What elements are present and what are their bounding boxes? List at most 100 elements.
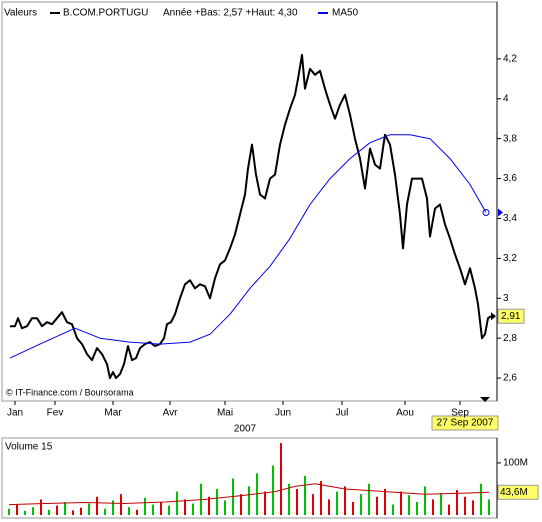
volume-bar bbox=[216, 488, 218, 515]
volume-bar bbox=[48, 509, 50, 515]
volume-bar bbox=[160, 501, 162, 515]
volume-bar bbox=[64, 501, 66, 515]
volume-bar bbox=[304, 475, 306, 515]
volume-bar bbox=[120, 494, 122, 515]
volume-bar bbox=[288, 483, 290, 515]
volume-bar bbox=[328, 499, 330, 515]
volume-bar bbox=[72, 510, 74, 515]
volume-bar bbox=[128, 507, 130, 515]
volume-bar bbox=[32, 507, 34, 515]
volume-bar bbox=[104, 508, 106, 515]
x-axis-label: 2007 bbox=[234, 424, 257, 435]
volume-bar bbox=[144, 497, 146, 515]
scroll-arrow bbox=[480, 397, 490, 402]
y-tick-label: 3,2 bbox=[503, 253, 517, 264]
volume-bar bbox=[480, 483, 482, 515]
volume-bar bbox=[112, 500, 114, 515]
volume-end-label: 43,6M bbox=[500, 487, 528, 498]
volume-bar bbox=[352, 501, 354, 515]
ma-end-arrow bbox=[498, 208, 503, 217]
x-tick-label: Mai bbox=[217, 408, 233, 419]
y-tick-label: 4,2 bbox=[503, 54, 517, 65]
volume-bar bbox=[80, 507, 82, 515]
volume-bar bbox=[456, 490, 458, 515]
y-tick-label: 2,8 bbox=[503, 333, 517, 344]
watermark: © IT-Finance.com / Boursorama bbox=[6, 387, 134, 397]
subtitle: Année +Bas: 2,57 +Haut: 4,30 bbox=[163, 8, 298, 19]
price-end-label: 2,91 bbox=[501, 311, 521, 322]
y-tick-label: 3,8 bbox=[503, 133, 517, 144]
y-tick-label: 2,6 bbox=[503, 373, 517, 384]
y-tick-label: 100M bbox=[503, 458, 528, 469]
date-label: 27 Sep 2007 bbox=[437, 418, 494, 429]
x-tick-label: Jan bbox=[7, 408, 23, 419]
x-tick-label: Jun bbox=[275, 408, 291, 419]
volume-bar bbox=[368, 483, 370, 515]
volume-bar bbox=[336, 491, 338, 515]
volume-title: Volume 15 bbox=[5, 442, 53, 453]
volume-bar bbox=[400, 491, 402, 515]
series-line bbox=[9, 134, 487, 359]
volume-bar bbox=[152, 504, 154, 515]
x-tick-label: Jul bbox=[336, 408, 349, 419]
series-line bbox=[10, 53, 492, 380]
date-box bbox=[431, 415, 499, 431]
x-tick-label: Aou bbox=[396, 408, 414, 419]
volume-bar bbox=[320, 481, 322, 515]
volume-bar bbox=[40, 499, 42, 515]
volume-bar bbox=[56, 505, 58, 515]
volume-bar bbox=[384, 488, 386, 515]
x-tick-label: Sep bbox=[451, 408, 469, 419]
volume-bar bbox=[488, 499, 490, 515]
volume-bar bbox=[464, 496, 466, 515]
volume-bar bbox=[208, 496, 210, 515]
volume-bar bbox=[448, 504, 450, 515]
volume-bar bbox=[416, 501, 418, 515]
price-panel bbox=[1, 1, 498, 402]
legend-entry: MA50 bbox=[332, 8, 359, 19]
x-tick-label: Mar bbox=[104, 408, 122, 419]
volume-bar bbox=[136, 509, 138, 515]
volume-bar bbox=[376, 496, 378, 515]
y-tick-label: 3,6 bbox=[503, 173, 517, 184]
volume-bar bbox=[272, 465, 274, 515]
ma-end-marker bbox=[482, 208, 490, 216]
volume-bar bbox=[424, 486, 426, 515]
volume-bar bbox=[224, 500, 226, 515]
volume-bar bbox=[472, 500, 474, 515]
volume-end-box bbox=[497, 484, 539, 500]
volume-bar bbox=[16, 504, 18, 515]
volume-bar bbox=[360, 494, 362, 515]
volume-bar bbox=[8, 508, 10, 515]
x-tick-label: Fev bbox=[47, 408, 64, 419]
y-tick-label: 4 bbox=[503, 93, 509, 104]
volume-bar bbox=[192, 503, 194, 515]
y-tick-label: 3,4 bbox=[503, 213, 517, 224]
volume-bar bbox=[248, 486, 250, 515]
legend-entry: B.COM.PORTUGU bbox=[63, 8, 148, 19]
volume-bar bbox=[96, 496, 98, 515]
volume-bar bbox=[296, 488, 298, 515]
price-end-box bbox=[497, 308, 525, 324]
volume-bar bbox=[280, 443, 282, 515]
volume-bar bbox=[344, 486, 346, 515]
legend-label: Valeurs bbox=[4, 8, 37, 19]
volume-bar bbox=[432, 499, 434, 515]
volume-bar bbox=[312, 494, 314, 515]
price-end-arrow bbox=[491, 312, 496, 321]
volume-bar bbox=[168, 505, 170, 515]
x-tick-label: Avr bbox=[163, 408, 178, 419]
volume-bar bbox=[264, 491, 266, 515]
volume-bar bbox=[88, 503, 90, 515]
volume-bar bbox=[440, 493, 442, 515]
volume-bar bbox=[176, 491, 178, 515]
volume-ma-line bbox=[8, 483, 490, 506]
y-tick-label: 3 bbox=[503, 293, 509, 304]
volume-bar bbox=[184, 499, 186, 515]
volume-bar bbox=[392, 504, 394, 515]
volume-bar bbox=[240, 494, 242, 515]
volume-bar bbox=[24, 510, 26, 515]
volume-bar bbox=[408, 495, 410, 515]
